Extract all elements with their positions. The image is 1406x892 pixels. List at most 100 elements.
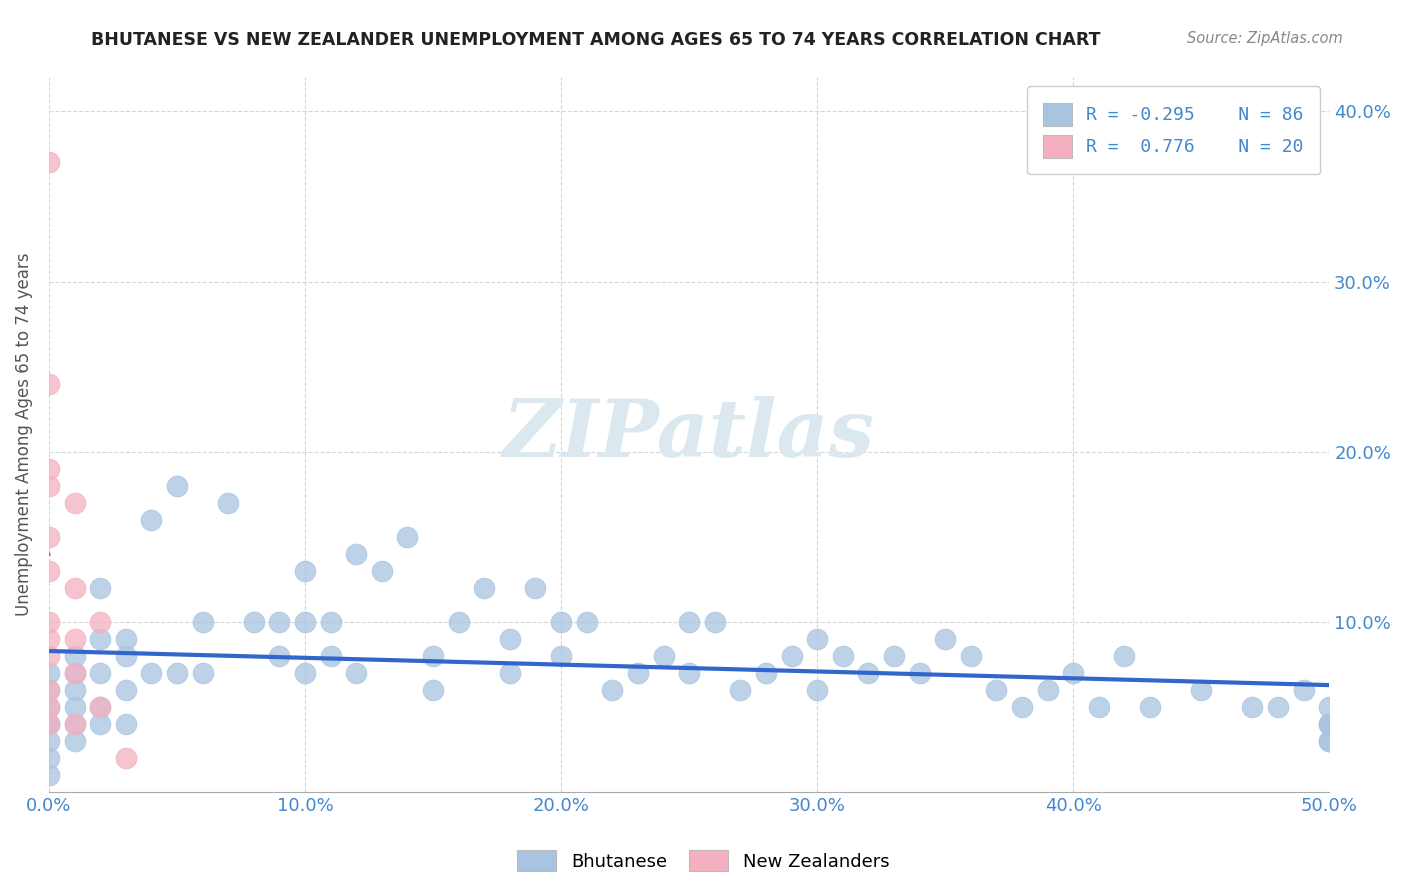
Point (63, 495, 86, 509)
Point (806, 632, 828, 646)
Point (294, 665, 316, 680)
Point (986, 682, 1008, 697)
Point (499, 665, 522, 680)
Point (371, 564, 394, 578)
Point (166, 478, 188, 492)
Point (422, 648, 444, 663)
Point (38, 648, 60, 663)
Point (755, 665, 778, 680)
Point (1317, 733, 1340, 747)
Point (89, 699, 111, 714)
Point (38, 750, 60, 764)
Point (114, 716, 136, 731)
Point (89, 632, 111, 646)
Point (550, 648, 572, 663)
Legend: R = -0.295    N = 86, R =  0.776    N = 20: R = -0.295 N = 86, R = 0.776 N = 20 (1026, 87, 1320, 175)
Point (114, 682, 136, 697)
Point (1292, 682, 1315, 697)
Point (38, 699, 60, 714)
Point (294, 615, 316, 629)
Point (294, 564, 316, 578)
Point (575, 615, 598, 629)
Point (114, 648, 136, 663)
Point (1114, 648, 1136, 663)
Point (89, 699, 111, 714)
Point (319, 648, 342, 663)
Point (63, 733, 86, 747)
Point (780, 648, 803, 663)
Point (243, 615, 266, 629)
Point (1062, 665, 1084, 680)
Point (678, 615, 700, 629)
Legend: Bhutanese, New Zealanders: Bhutanese, New Zealanders (509, 843, 897, 879)
Point (499, 632, 522, 646)
Point (38, 716, 60, 731)
Point (831, 648, 853, 663)
Point (447, 615, 470, 629)
Point (63, 581, 86, 595)
Point (1317, 716, 1340, 731)
Point (141, 513, 163, 527)
Text: Source: ZipAtlas.com: Source: ZipAtlas.com (1187, 31, 1343, 46)
Point (600, 682, 623, 697)
Point (191, 615, 214, 629)
Point (1088, 699, 1111, 714)
Point (38, 682, 60, 697)
Point (38, 665, 60, 680)
Point (38, 632, 60, 646)
Point (1036, 682, 1059, 697)
Point (703, 615, 725, 629)
Point (63, 665, 86, 680)
Point (38, 530, 60, 544)
Point (89, 581, 111, 595)
Point (678, 665, 700, 680)
Point (141, 665, 163, 680)
Point (1241, 699, 1264, 714)
Point (114, 750, 136, 764)
Point (38, 682, 60, 697)
Point (114, 632, 136, 646)
Point (1317, 733, 1340, 747)
Point (806, 682, 828, 697)
Point (38, 478, 60, 492)
Point (344, 547, 367, 561)
Point (191, 665, 214, 680)
Text: BHUTANESE VS NEW ZEALANDER UNEMPLOYMENT AMONG AGES 65 TO 74 YEARS CORRELATION CH: BHUTANESE VS NEW ZEALANDER UNEMPLOYMENT … (91, 31, 1101, 49)
Point (1139, 699, 1161, 714)
Point (89, 615, 111, 629)
Point (38, 155, 60, 169)
Point (1189, 682, 1212, 697)
Point (63, 699, 86, 714)
Point (38, 767, 60, 781)
Y-axis label: Unemployment Among Ages 65 to 74 years: Unemployment Among Ages 65 to 74 years (15, 252, 32, 616)
Point (550, 615, 572, 629)
Point (344, 665, 367, 680)
Point (63, 632, 86, 646)
Point (38, 376, 60, 391)
Point (166, 665, 188, 680)
Point (269, 615, 291, 629)
Point (652, 648, 675, 663)
Point (422, 682, 444, 697)
Point (38, 699, 60, 714)
Point (38, 564, 60, 578)
Point (269, 648, 291, 663)
Point (883, 648, 905, 663)
Point (472, 581, 495, 595)
Point (908, 665, 931, 680)
Point (63, 682, 86, 697)
Point (1267, 699, 1289, 714)
Point (627, 665, 650, 680)
Point (1317, 699, 1340, 714)
Point (63, 665, 86, 680)
Point (89, 665, 111, 680)
Point (38, 716, 60, 731)
Point (38, 461, 60, 475)
Point (959, 648, 981, 663)
Point (1011, 699, 1033, 714)
Point (396, 530, 419, 544)
Point (319, 615, 342, 629)
Point (38, 615, 60, 629)
Point (858, 665, 880, 680)
Point (38, 716, 60, 731)
